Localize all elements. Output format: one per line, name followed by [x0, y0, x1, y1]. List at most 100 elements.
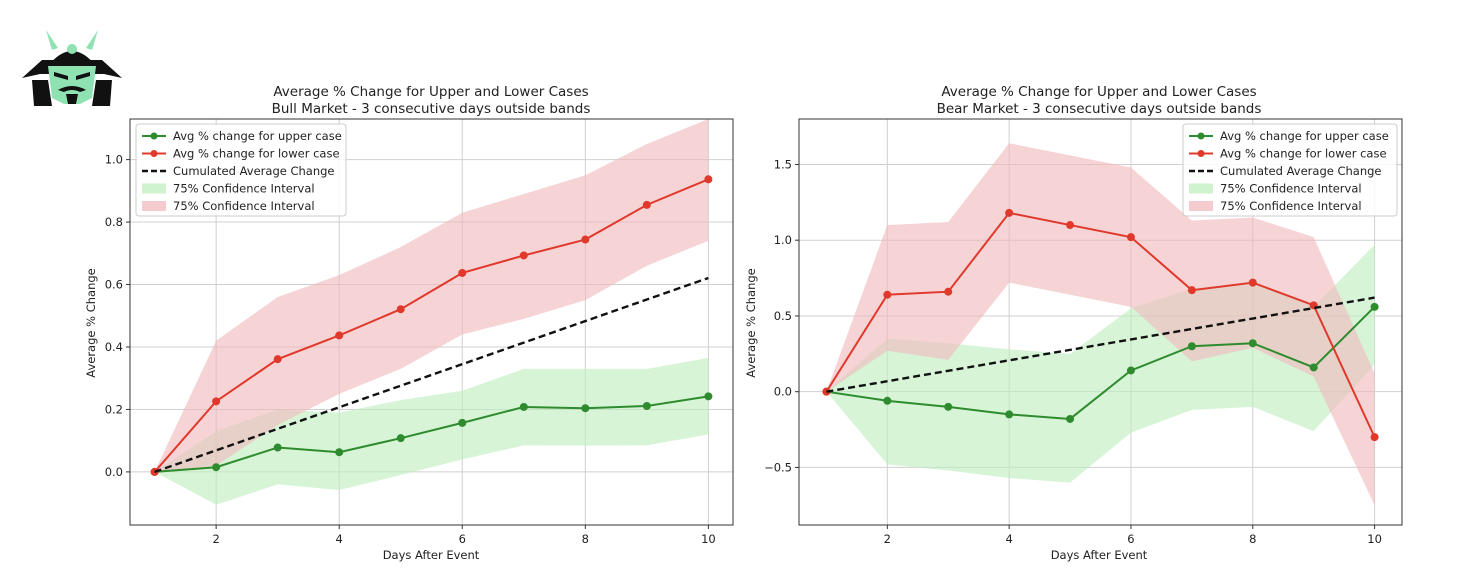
x-tick-label: 8: [582, 532, 589, 546]
y-tick-label: 0.4: [105, 340, 123, 354]
legend: Avg % change for upper case Avg % change …: [135, 123, 347, 217]
mask-eyes: [54, 72, 90, 80]
helmet-crest-left: [46, 30, 58, 50]
lower-data-point: [1370, 433, 1379, 442]
x-tick-label: 8: [1249, 532, 1256, 546]
x-tick-label: 2: [884, 532, 891, 546]
x-tick-label: 4: [336, 532, 343, 546]
legend-label: Avg % change for lower case: [1220, 147, 1387, 161]
upper-data-point: [704, 392, 713, 401]
mask-beard: [66, 94, 78, 104]
y-tick-label: 0.6: [105, 278, 123, 292]
lower_band-confidence-band: [154, 119, 709, 472]
helmet-emblem: [67, 44, 77, 54]
lower-series-line: [153, 178, 709, 473]
cumulative-average-line: [154, 276, 709, 474]
upper-data-point: [883, 396, 892, 405]
upper-data-point: [1187, 342, 1196, 351]
x-tick-label: 10: [701, 532, 716, 546]
legend-label: Avg % change for upper case: [1220, 129, 1389, 143]
legend-marker-lower: [150, 150, 158, 157]
upper-data-point: [335, 448, 344, 457]
lower-data-point: [1005, 208, 1014, 217]
legend-label: 75% Confidence Interval: [1220, 199, 1362, 213]
legend-label: Avg % change for upper case: [173, 129, 342, 143]
cumulative-average-line: [826, 296, 1375, 393]
y-tick-label: −0.5: [764, 460, 792, 474]
upper-data-point: [642, 402, 651, 411]
lower-data-point: [1126, 233, 1135, 242]
upper-data-point: [1370, 302, 1379, 311]
upper-data-point: [273, 443, 282, 452]
chart-title-line2: Bear Market - 3 consecutive days outside…: [937, 101, 1262, 117]
upper-data-point: [519, 402, 528, 411]
plot-frame: [129, 118, 734, 526]
upper-series-line: [154, 395, 709, 473]
lower-data-point: [883, 290, 892, 299]
legend-swatch-upper_band: [1189, 183, 1213, 194]
legend-label: Cumulated Average Change: [1220, 164, 1382, 178]
legend-marker-lower: [1197, 150, 1205, 157]
lower-data-point: [519, 251, 528, 260]
helmet-side-left: [32, 80, 52, 106]
legend-swatch-lower_band: [142, 201, 166, 211]
upper-data-point: [458, 418, 467, 427]
mask-mustache: [58, 86, 86, 92]
upper-data-point: [1005, 410, 1014, 419]
lower-data-point: [944, 287, 953, 296]
legend-label: 75% Confidence Interval: [173, 199, 315, 213]
lower-data-point: [458, 268, 467, 277]
upper-data-point: [1309, 363, 1318, 372]
upper-data-point: [396, 434, 405, 443]
lower-data-point: [581, 235, 590, 244]
lower-data-point: [335, 331, 344, 340]
y-axis-label: Average % Change: [744, 268, 758, 378]
x-axis-label: Days After Event: [1051, 548, 1148, 562]
x-axis-label: Days After Event: [383, 548, 480, 562]
samurai-helmet-logo: [22, 30, 122, 106]
lower-series-line: [825, 211, 1376, 438]
y-tick-label: 1.0: [774, 233, 792, 247]
lower-data-point: [1187, 286, 1196, 295]
legend-marker-upper: [1197, 132, 1205, 140]
y-tick-label: 0.0: [774, 385, 792, 399]
plot-frame: [798, 118, 1403, 526]
helmet-crest-right: [86, 30, 98, 50]
y-tick-label: 0.8: [105, 215, 123, 229]
x-tick-label: 4: [1005, 532, 1012, 546]
x-tick-label: 6: [1127, 532, 1134, 546]
lower-data-point: [273, 355, 282, 364]
lower-data-point: [1248, 278, 1257, 287]
lower-data-point: [1066, 221, 1075, 230]
lower-data-point: [704, 175, 713, 184]
legend-label: Avg % change for lower case: [173, 147, 340, 161]
upper-data-point: [212, 463, 221, 472]
upper-data-point: [1066, 414, 1075, 423]
y-tick-label: 0.5: [774, 309, 792, 323]
chart-title-line2: Bull Market - 3 consecutive days outside…: [272, 101, 591, 117]
y-tick-label: 1.0: [105, 153, 123, 167]
legend-box: [1182, 123, 1398, 217]
x-tick-label: 10: [1367, 532, 1382, 546]
legend: Avg % change for upper case Avg % change …: [1182, 123, 1398, 217]
y-tick-label: 0.2: [105, 402, 123, 416]
legend-marker-upper: [150, 132, 158, 140]
upper-series-line: [826, 306, 1376, 420]
lower-data-point: [396, 305, 405, 314]
upper-data-point: [581, 404, 590, 413]
legend-box: [135, 123, 347, 217]
helmet-side-right: [92, 80, 112, 106]
x-tick-label: 6: [459, 532, 466, 546]
upper-data-point: [1248, 339, 1257, 348]
legend-label: 75% Confidence Interval: [1220, 182, 1362, 196]
upper-data-point: [1126, 366, 1135, 375]
legend-swatch-lower_band: [1189, 201, 1213, 211]
y-tick-label: 1.5: [774, 157, 792, 171]
y-axis-label: Average % Change: [84, 268, 98, 378]
legend-swatch-upper_band: [142, 183, 166, 194]
chart-title-line1: Average % Change for Upper and Lower Cas…: [273, 84, 588, 100]
y-tick-label: 0.0: [105, 465, 123, 479]
lower-data-point: [642, 200, 651, 209]
